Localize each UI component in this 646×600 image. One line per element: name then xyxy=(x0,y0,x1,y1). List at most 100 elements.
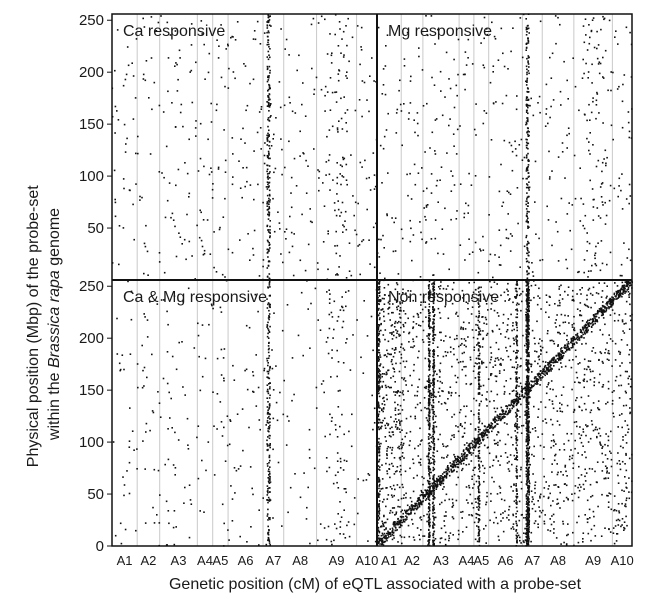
eqtl-point xyxy=(299,130,301,133)
eqtl-point xyxy=(403,325,405,328)
eqtl-point xyxy=(440,475,443,477)
eqtl-point xyxy=(453,281,455,284)
eqtl-point xyxy=(512,350,515,353)
eqtl-point xyxy=(452,517,455,520)
eqtl-point xyxy=(527,133,529,136)
eqtl-point xyxy=(403,457,405,459)
eqtl-point xyxy=(266,138,269,141)
eqtl-point xyxy=(252,254,255,256)
eqtl-point xyxy=(627,383,630,385)
eqtl-point xyxy=(618,294,620,296)
eqtl-point xyxy=(457,73,459,76)
eqtl-point xyxy=(416,527,419,529)
eqtl-point xyxy=(482,338,484,341)
eqtl-point xyxy=(527,537,529,539)
eqtl-point xyxy=(268,141,271,143)
eqtl-point xyxy=(568,202,570,204)
eqtl-point xyxy=(402,444,404,446)
eqtl-point xyxy=(269,24,271,27)
eqtl-point xyxy=(386,450,388,452)
eqtl-point xyxy=(198,236,201,239)
eqtl-point xyxy=(531,428,534,430)
eqtl-point xyxy=(268,76,270,79)
eqtl-point xyxy=(380,329,382,332)
eqtl-point xyxy=(333,539,335,542)
eqtl-point xyxy=(328,129,331,131)
eqtl-point xyxy=(527,459,530,462)
eqtl-point xyxy=(441,481,443,483)
eqtl-point xyxy=(586,298,588,301)
eqtl-point xyxy=(615,519,618,522)
eqtl-point xyxy=(340,52,342,54)
eqtl-point xyxy=(267,303,269,306)
eqtl-point xyxy=(620,525,622,528)
eqtl-point xyxy=(143,272,145,275)
eqtl-point xyxy=(331,125,334,128)
eqtl-point xyxy=(527,99,529,101)
eqtl-point xyxy=(476,513,479,516)
eqtl-point xyxy=(528,382,531,385)
eqtl-point xyxy=(582,224,584,227)
eqtl-point xyxy=(267,362,269,364)
eqtl-point xyxy=(566,147,568,149)
eqtl-point xyxy=(489,361,491,364)
eqtl-point xyxy=(330,62,333,64)
eqtl-point xyxy=(527,147,529,150)
eqtl-point xyxy=(157,391,159,393)
eqtl-point xyxy=(434,370,436,373)
eqtl-point xyxy=(474,442,476,444)
eqtl-point xyxy=(381,532,384,535)
eqtl-point xyxy=(133,449,135,451)
eqtl-point xyxy=(592,219,595,221)
eqtl-point xyxy=(532,473,534,475)
eqtl-point xyxy=(253,198,255,201)
eqtl-point xyxy=(437,28,440,31)
eqtl-point xyxy=(528,447,530,450)
eqtl-point xyxy=(589,370,592,373)
eqtl-point xyxy=(423,207,425,209)
eqtl-point xyxy=(526,117,528,119)
eqtl-point xyxy=(602,76,604,78)
eqtl-point xyxy=(473,346,476,349)
eqtl-point xyxy=(401,302,404,304)
eqtl-point xyxy=(520,542,522,544)
eqtl-point xyxy=(502,411,504,413)
eqtl-point xyxy=(510,50,512,53)
eqtl-point xyxy=(537,416,539,418)
eqtl-point xyxy=(512,526,514,528)
eqtl-point xyxy=(527,329,529,332)
eqtl-point xyxy=(605,164,607,167)
eqtl-point xyxy=(577,496,580,499)
eqtl-point xyxy=(242,127,244,130)
eqtl-point xyxy=(402,288,404,291)
eqtl-point xyxy=(245,324,248,327)
eqtl-point xyxy=(525,203,527,206)
eqtl-point xyxy=(475,329,477,331)
eqtl-point xyxy=(589,437,592,440)
eqtl-point xyxy=(267,101,270,104)
eqtl-point xyxy=(361,166,363,168)
eqtl-point xyxy=(338,70,341,72)
eqtl-point xyxy=(385,462,387,465)
eqtl-point xyxy=(615,298,617,300)
eqtl-point xyxy=(339,457,342,460)
eqtl-point xyxy=(506,350,508,352)
eqtl-point xyxy=(609,338,612,340)
eqtl-point xyxy=(516,95,518,97)
eqtl-point xyxy=(416,312,419,315)
eqtl-point xyxy=(394,526,397,528)
eqtl-point xyxy=(389,509,392,512)
eqtl-point xyxy=(339,526,342,528)
eqtl-point xyxy=(266,307,269,309)
eqtl-point xyxy=(143,26,146,28)
eqtl-point xyxy=(489,427,491,430)
eqtl-point xyxy=(317,169,319,171)
eqtl-point xyxy=(537,102,539,104)
eqtl-point xyxy=(525,515,528,518)
eqtl-point xyxy=(502,517,504,519)
eqtl-point xyxy=(338,21,341,23)
eqtl-point xyxy=(328,289,330,291)
eqtl-point xyxy=(613,542,616,545)
eqtl-point xyxy=(270,25,272,27)
eqtl-point xyxy=(267,345,270,347)
